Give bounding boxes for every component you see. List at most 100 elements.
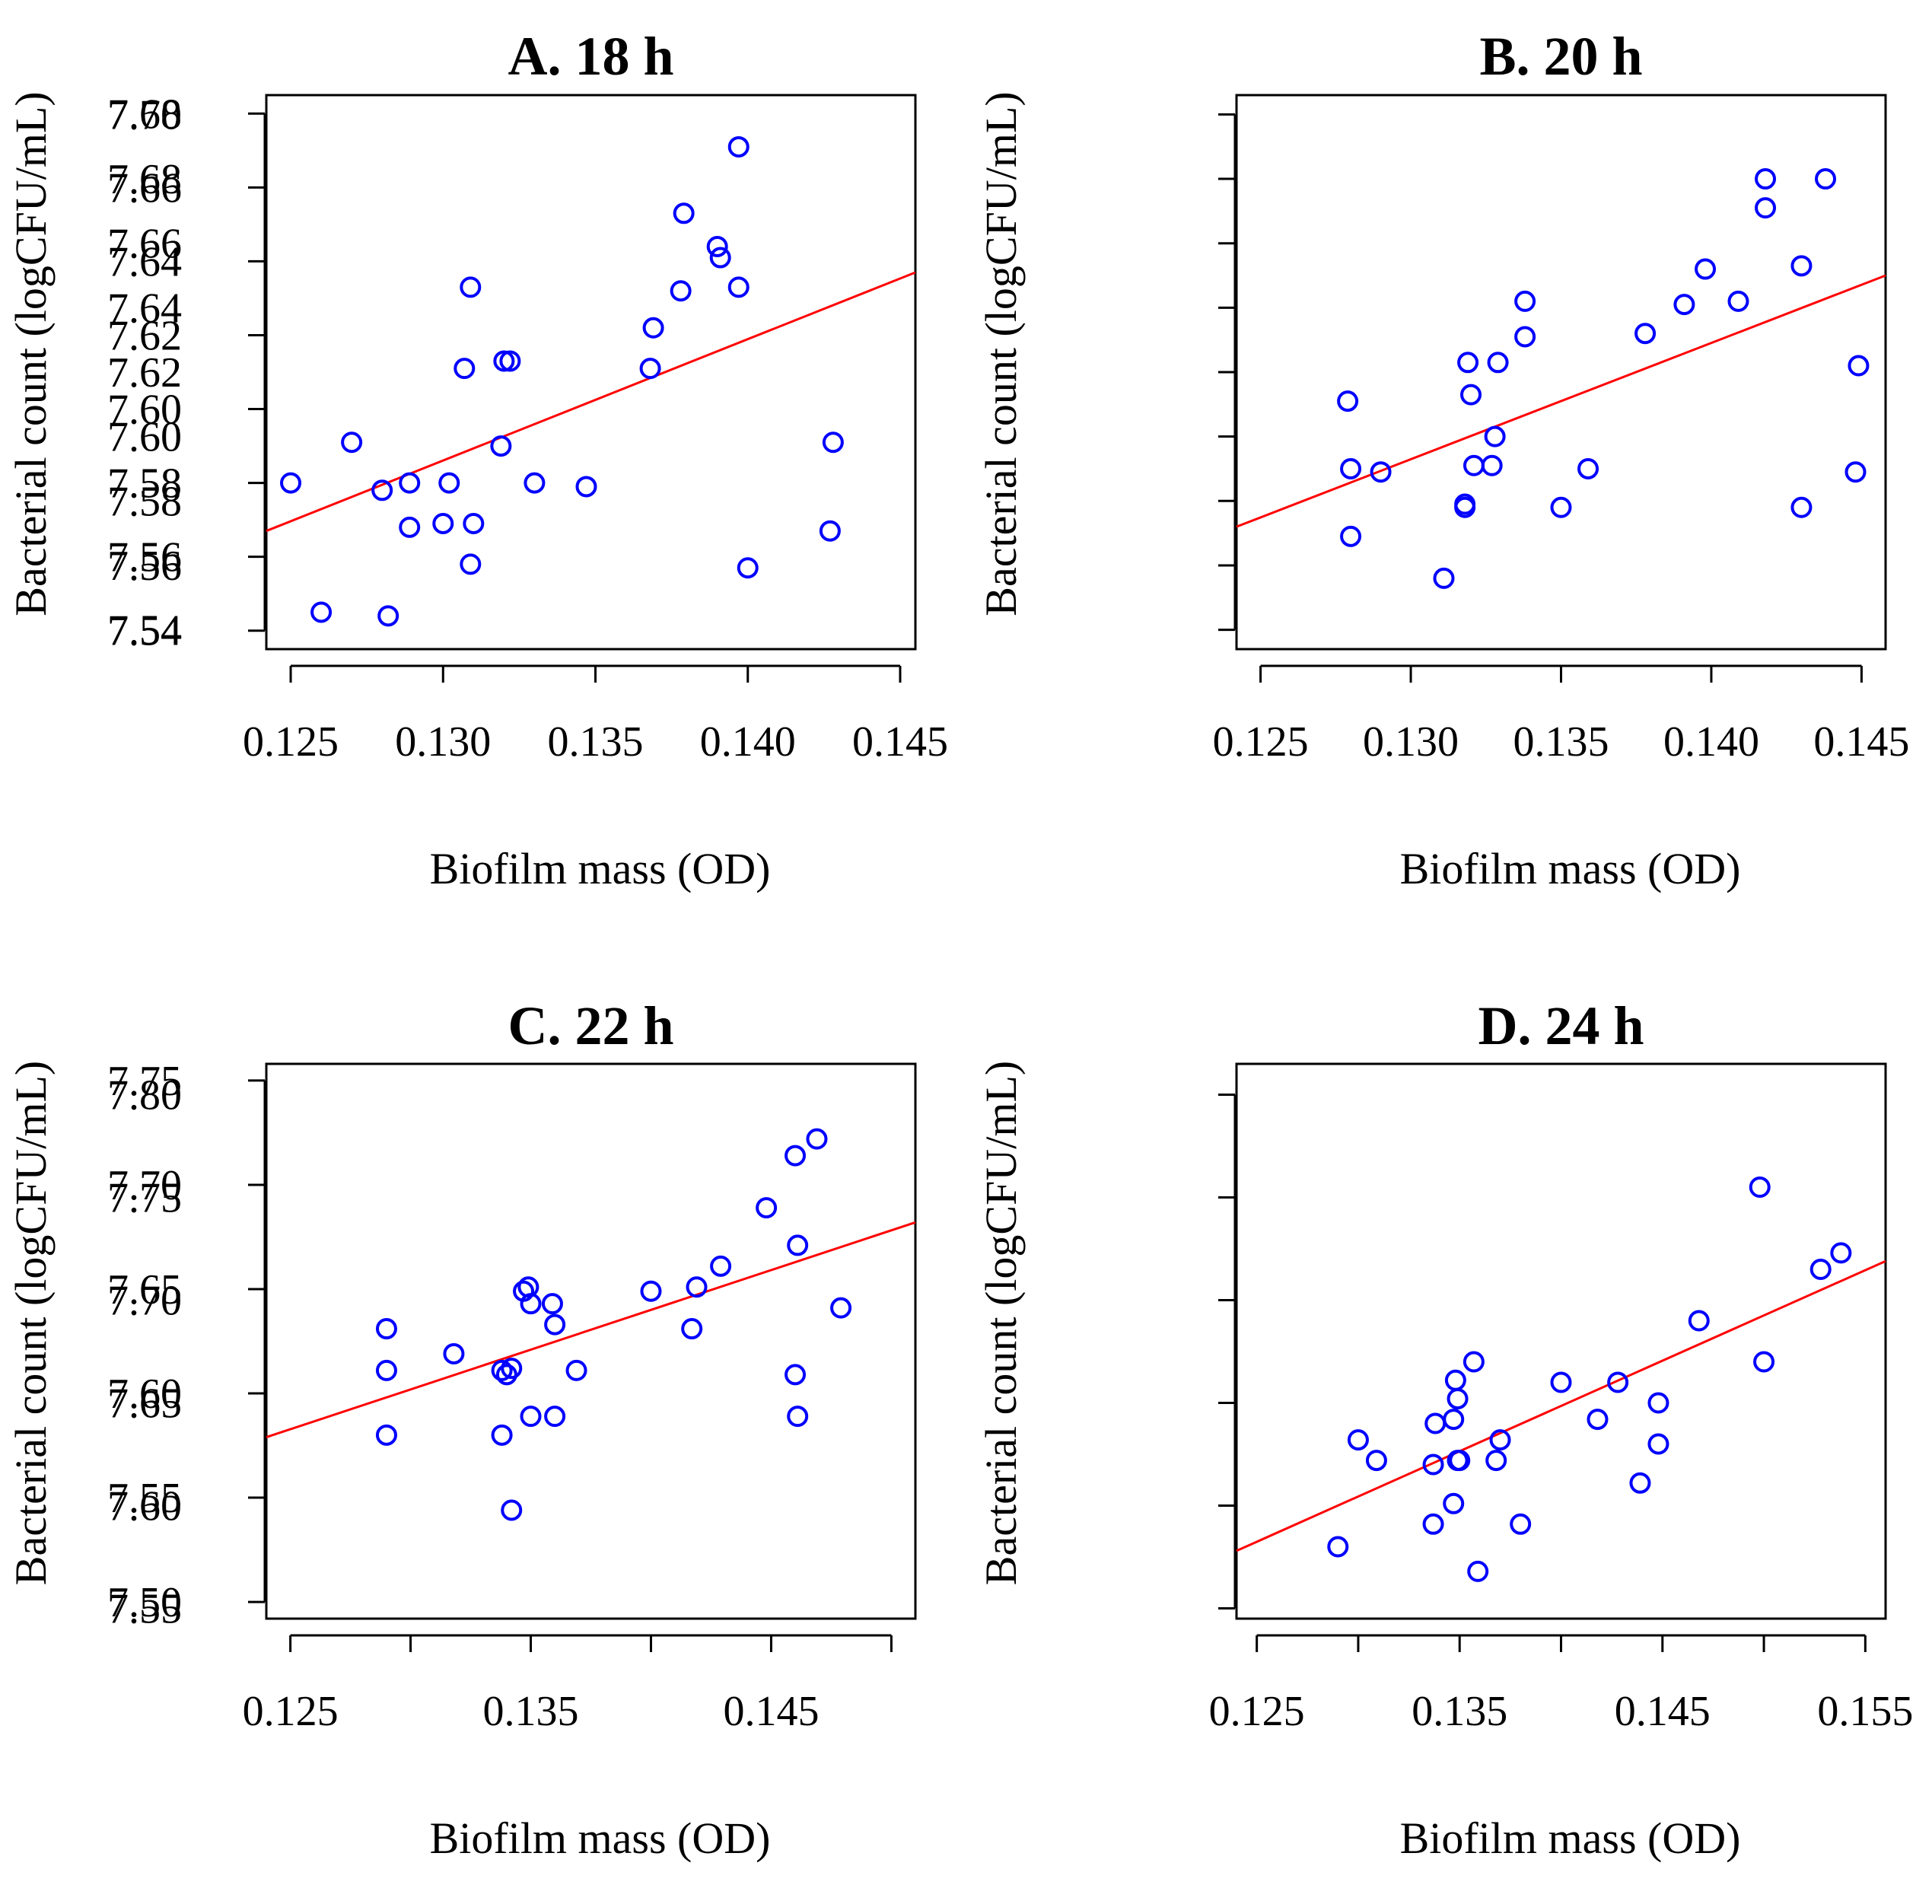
x-axis-title: Biofilm mass (OD) xyxy=(430,844,771,893)
y-axis-title: Bacterial count (logCFU/mL) xyxy=(6,1061,56,1585)
y-tick-label: 7.56 xyxy=(107,534,182,581)
data-point xyxy=(1629,1472,1651,1494)
data-point xyxy=(1607,1371,1629,1393)
data-point xyxy=(710,1255,732,1277)
x-tick-label: 0.145 xyxy=(852,718,948,766)
chart-title: C. 22 h xyxy=(508,995,673,1056)
x-tick-label: 0.135 xyxy=(548,718,644,766)
data-point xyxy=(830,1297,852,1319)
plot-frame xyxy=(265,94,917,651)
data-point xyxy=(520,1293,542,1315)
data-point xyxy=(1647,1392,1669,1414)
chart-title: B. 20 h xyxy=(1479,26,1642,87)
data-point xyxy=(1587,1409,1609,1431)
data-point xyxy=(1487,352,1509,374)
chart-panel-1: A. 18 h7.547.567.587.607.627.647.667.680… xyxy=(6,26,948,893)
data-point xyxy=(1485,1450,1507,1472)
data-point xyxy=(706,235,728,257)
data-point xyxy=(1844,461,1867,483)
y-tick-label: 7.70 xyxy=(107,91,182,139)
data-point xyxy=(1647,1433,1669,1455)
data-point xyxy=(787,1234,809,1256)
data-point xyxy=(673,202,695,224)
data-point xyxy=(756,1197,778,1219)
data-point xyxy=(1848,355,1870,377)
x-axis-title: Biofilm mass (OD) xyxy=(1400,1813,1741,1863)
data-point xyxy=(280,472,302,494)
data-point xyxy=(822,431,844,454)
plot-frame xyxy=(265,1062,917,1620)
data-point xyxy=(1481,454,1503,476)
x-tick-label: 0.140 xyxy=(1663,718,1759,766)
data-point xyxy=(737,557,759,579)
data-point xyxy=(491,1359,513,1381)
y-axis-title: Bacterial count (logCFU/mL) xyxy=(976,91,1026,616)
data-point xyxy=(1815,168,1837,190)
data-point xyxy=(1457,352,1479,374)
data-point xyxy=(499,350,521,372)
x-tick-label: 0.145 xyxy=(1813,718,1909,766)
y-tick-label: 7.64 xyxy=(107,238,182,285)
data-point xyxy=(1577,457,1599,479)
data-point xyxy=(1514,290,1536,312)
chart-panel-4: D. 24 h7.557.607.657.707.757.800.125 0.13… xyxy=(107,995,1913,1863)
y-tick-label: 7.66 xyxy=(107,221,182,268)
x-tick-label: 0.135 xyxy=(483,1688,579,1735)
y-tick-label: 7.65 xyxy=(107,1266,182,1313)
data-point xyxy=(375,1318,397,1340)
data-point xyxy=(443,1342,465,1364)
x-tick-label: 0.135 xyxy=(1513,718,1609,766)
data-point xyxy=(341,431,363,454)
y-tick-label: 7.64 xyxy=(107,285,182,332)
y-tick-label: 7.60 xyxy=(107,387,182,434)
data-point xyxy=(375,1424,397,1446)
data-point xyxy=(399,516,421,538)
x-tick-label: 0.125 xyxy=(1209,1688,1305,1735)
plot-frame xyxy=(1235,1062,1887,1620)
x-tick-label: 0.125 xyxy=(243,718,339,766)
data-point xyxy=(1443,1492,1465,1514)
y-tick-label: 7.70 xyxy=(107,1278,182,1325)
y-tick-label: 7.66 xyxy=(107,164,182,212)
data-point xyxy=(806,1128,828,1150)
chart-title: A. 18 h xyxy=(508,26,673,87)
data-point xyxy=(1673,294,1695,316)
data-point xyxy=(432,512,454,534)
y-axis-title: Bacterial count (logCFU/mL) xyxy=(976,1061,1026,1585)
x-tick-label: 0.140 xyxy=(700,718,796,766)
data-point xyxy=(371,479,393,501)
data-point xyxy=(491,1424,513,1446)
chart-panel-3: C. 22 h7.507.557.607.657.707.750.125 0.13… xyxy=(6,995,917,1863)
data-point xyxy=(640,1280,662,1302)
regression-line xyxy=(266,271,916,533)
data-point xyxy=(709,247,731,269)
data-point xyxy=(495,1364,517,1386)
data-point xyxy=(460,276,482,298)
data-point xyxy=(565,1359,587,1381)
data-point xyxy=(1467,1560,1489,1582)
data-point xyxy=(1550,496,1572,518)
data-point xyxy=(460,553,482,575)
y-tick-label: 7.80 xyxy=(107,1072,182,1119)
data-point xyxy=(544,1406,566,1428)
data-point xyxy=(438,472,460,494)
y-tick-label: 7.50 xyxy=(107,1579,182,1626)
data-point xyxy=(787,1406,809,1428)
data-point xyxy=(1809,1259,1832,1280)
x-tick-label: 0.125 xyxy=(1213,718,1309,766)
data-point xyxy=(1688,1310,1710,1332)
y-tick-label: 7.65 xyxy=(107,1380,182,1428)
data-point xyxy=(524,472,546,494)
data-point xyxy=(544,1313,566,1336)
data-point xyxy=(520,1406,542,1428)
y-tick-label: 7.56 xyxy=(107,543,182,590)
data-point xyxy=(1790,255,1813,277)
plot-frame xyxy=(1235,94,1887,651)
data-point xyxy=(541,1293,563,1315)
y-tick-label: 7.68 xyxy=(107,91,182,138)
data-point xyxy=(785,1145,807,1167)
data-point xyxy=(1340,525,1362,547)
y-tick-label: 7.75 xyxy=(107,1175,182,1222)
y-tick-label: 7.54 xyxy=(107,608,182,655)
